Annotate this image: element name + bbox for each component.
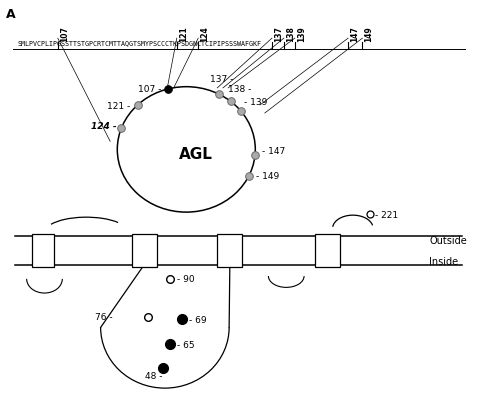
Text: - 221: - 221 [375, 210, 398, 219]
Text: 137 -: 137 - [210, 75, 234, 84]
Text: SMLPVCPLIPGSSTTSTGPCRTCMTTAQGTSMYPSCCCTKPSDGNCTCIPIPSSSWAFGKF: SMLPVCPLIPGSSTTSTGPCRTCMTTAQGTSMYPSCCCTK… [17, 40, 261, 46]
Text: - 65: - 65 [177, 340, 195, 349]
Bar [315, 235, 340, 267]
Text: - 139: - 139 [244, 98, 268, 107]
Text: - 149: - 149 [256, 172, 279, 181]
Text: Outside: Outside [429, 236, 467, 246]
Text: - 90: - 90 [177, 275, 195, 284]
Text: 121: 121 [179, 26, 188, 42]
Text: Inside: Inside [429, 256, 458, 266]
Text: 149: 149 [364, 26, 373, 42]
Text: 139: 139 [297, 26, 306, 42]
Text: 121 -: 121 - [107, 101, 130, 110]
Text: 138: 138 [286, 26, 295, 42]
Text: - 147: - 147 [262, 147, 285, 156]
Text: 147: 147 [350, 26, 359, 42]
Bar [131, 235, 157, 267]
Text: 76 -: 76 - [95, 312, 112, 321]
Text: A: A [5, 9, 15, 21]
Text: - 69: - 69 [189, 315, 206, 324]
Bar [217, 235, 242, 267]
Text: 107: 107 [60, 26, 69, 42]
Text: 107 -: 107 - [138, 85, 161, 94]
Text: 137: 137 [274, 26, 283, 42]
Text: 124: 124 [200, 26, 209, 42]
Text: AGL: AGL [179, 147, 213, 162]
Bar [32, 235, 54, 267]
Text: 138 -: 138 - [228, 85, 251, 94]
Text: 124 -: 124 - [90, 122, 116, 131]
Text: 48 -: 48 - [145, 371, 163, 380]
Ellipse shape [117, 87, 255, 213]
